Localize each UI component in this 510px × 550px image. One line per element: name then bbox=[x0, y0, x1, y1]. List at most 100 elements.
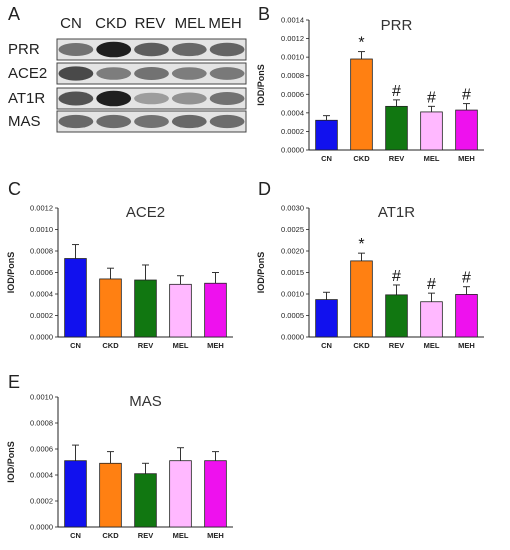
y-tick-label: 0.0004 bbox=[30, 290, 53, 299]
bar-rev bbox=[385, 294, 408, 338]
x-tick-label: CN bbox=[321, 341, 332, 350]
blot-band bbox=[96, 41, 132, 58]
y-tick-label: 0.0000 bbox=[281, 333, 304, 342]
significance-hash: # bbox=[462, 87, 471, 104]
y-tick-label: 0.0008 bbox=[30, 247, 53, 256]
y-tick-label: 0.0000 bbox=[281, 146, 304, 155]
blot-column-ckd: CKD bbox=[95, 15, 127, 32]
blot-row-label-ace2: ACE2 bbox=[8, 65, 47, 82]
blot-band bbox=[134, 115, 169, 128]
blot-band bbox=[58, 91, 94, 106]
blot-band bbox=[134, 42, 169, 57]
bar-meh bbox=[204, 460, 227, 528]
significance-hash: # bbox=[392, 83, 401, 100]
blot-band bbox=[58, 43, 94, 56]
y-tick-label: 0.0005 bbox=[281, 311, 304, 320]
y-tick-label: 0.0020 bbox=[281, 247, 304, 256]
significance-star: * bbox=[358, 35, 364, 52]
blot-band bbox=[171, 114, 207, 129]
blot-band bbox=[209, 92, 245, 105]
y-tick-label: 0.0010 bbox=[30, 225, 53, 234]
panel-letter-e: E bbox=[8, 372, 20, 392]
significance-hash: # bbox=[427, 276, 436, 293]
x-tick-label: REV bbox=[138, 341, 153, 350]
blot-column-rev: REV bbox=[135, 15, 166, 32]
blot-band bbox=[171, 67, 207, 80]
blot-band bbox=[209, 42, 245, 57]
blot-band bbox=[96, 90, 132, 107]
bar-mel bbox=[420, 301, 443, 338]
chart-title: PRR bbox=[381, 17, 413, 34]
blot-row-label-at1r: AT1R bbox=[8, 90, 45, 107]
x-tick-label: CKD bbox=[353, 154, 370, 163]
blot-band bbox=[209, 67, 245, 80]
y-tick-label: 0.0030 bbox=[281, 204, 304, 213]
chart-title: MAS bbox=[129, 393, 162, 410]
bar-cn bbox=[64, 460, 87, 528]
x-tick-label: MEH bbox=[458, 154, 475, 163]
blot-band bbox=[58, 114, 94, 129]
panel-letter-a: A bbox=[8, 4, 20, 24]
y-tick-label: 0.0010 bbox=[281, 53, 304, 62]
x-tick-label: REV bbox=[389, 341, 404, 350]
y-tick-label: 0.0002 bbox=[281, 127, 304, 136]
blot-band bbox=[134, 67, 169, 80]
chart-ace2: 0.0000 0.0002 0.0004 0.0006 0.0008 0.0010 0.00… bbox=[6, 204, 233, 350]
y-tick-label: 0.0008 bbox=[30, 419, 53, 428]
blot-band bbox=[96, 67, 132, 80]
x-tick-label: MEL bbox=[424, 341, 440, 350]
y-tick-label: 0.0000 bbox=[30, 523, 53, 532]
y-tick-label: 0.0000 bbox=[30, 333, 53, 342]
y-tick-label: 0.0004 bbox=[30, 471, 53, 480]
y-tick-label: 0.0006 bbox=[281, 90, 304, 99]
blot-band bbox=[134, 92, 169, 105]
x-tick-label: MEL bbox=[424, 154, 440, 163]
panel-letter-d: D bbox=[258, 179, 271, 199]
y-tick-label: 0.0010 bbox=[30, 393, 53, 402]
x-tick-label: CN bbox=[70, 531, 81, 540]
bar-ckd bbox=[99, 462, 122, 528]
chart-title: ACE2 bbox=[126, 204, 165, 221]
panel-letter-c: C bbox=[8, 179, 21, 199]
blot-column-mel: MEL bbox=[175, 15, 206, 32]
panel-letter-b: B bbox=[258, 4, 270, 24]
y-tick-label: 0.0006 bbox=[30, 268, 53, 277]
y-tick-label: 0.0015 bbox=[281, 268, 304, 277]
significance-hash: # bbox=[462, 270, 471, 287]
blot-band bbox=[171, 42, 207, 57]
x-tick-label: MEL bbox=[173, 341, 189, 350]
bar-cn bbox=[64, 258, 87, 338]
y-tick-label: 0.0012 bbox=[30, 204, 53, 213]
x-tick-label: CKD bbox=[353, 341, 370, 350]
bar-meh bbox=[455, 109, 478, 151]
blot-column-cn: CN bbox=[60, 15, 82, 32]
y-tick-label: 0.0006 bbox=[30, 445, 53, 454]
y-axis-label: IOD/PonS bbox=[6, 252, 16, 294]
y-tick-label: 0.0012 bbox=[281, 34, 304, 43]
bar-meh bbox=[455, 294, 478, 338]
western-blot: CN CKD REV MEL MEH PRR ACE2 AT1R MAS bbox=[8, 15, 247, 133]
y-tick-label: 0.0025 bbox=[281, 225, 304, 234]
chart-title: AT1R bbox=[378, 204, 415, 221]
y-tick-label: 0.0004 bbox=[281, 108, 304, 117]
bar-cn bbox=[315, 299, 338, 338]
chart-mas: 0.0000 0.0002 0.0004 0.0006 0.0008 0.0010 IOD/… bbox=[6, 393, 233, 540]
y-axis-label: IOD/PonS bbox=[256, 252, 266, 294]
x-tick-label: REV bbox=[389, 154, 404, 163]
blot-band bbox=[96, 114, 132, 129]
bar-rev bbox=[134, 473, 157, 528]
chart-prr: 0.0000 0.0002 0.0004 0.0006 0.0008 0.0010 0.00… bbox=[256, 16, 484, 163]
blot-band bbox=[171, 92, 207, 105]
x-tick-label: CKD bbox=[102, 531, 119, 540]
bar-mel bbox=[169, 283, 192, 338]
bar-rev bbox=[134, 279, 157, 338]
bar-meh bbox=[204, 282, 227, 338]
y-tick-label: 0.0002 bbox=[30, 497, 53, 506]
y-tick-label: 0.0008 bbox=[281, 71, 304, 80]
blot-row-label-prr: PRR bbox=[8, 41, 40, 58]
significance-hash: # bbox=[427, 89, 436, 106]
bar-rev bbox=[385, 105, 408, 151]
x-tick-label: MEH bbox=[207, 531, 224, 540]
y-tick-label: 0.0014 bbox=[281, 16, 304, 25]
y-axis-label: IOD/PonS bbox=[256, 64, 266, 106]
